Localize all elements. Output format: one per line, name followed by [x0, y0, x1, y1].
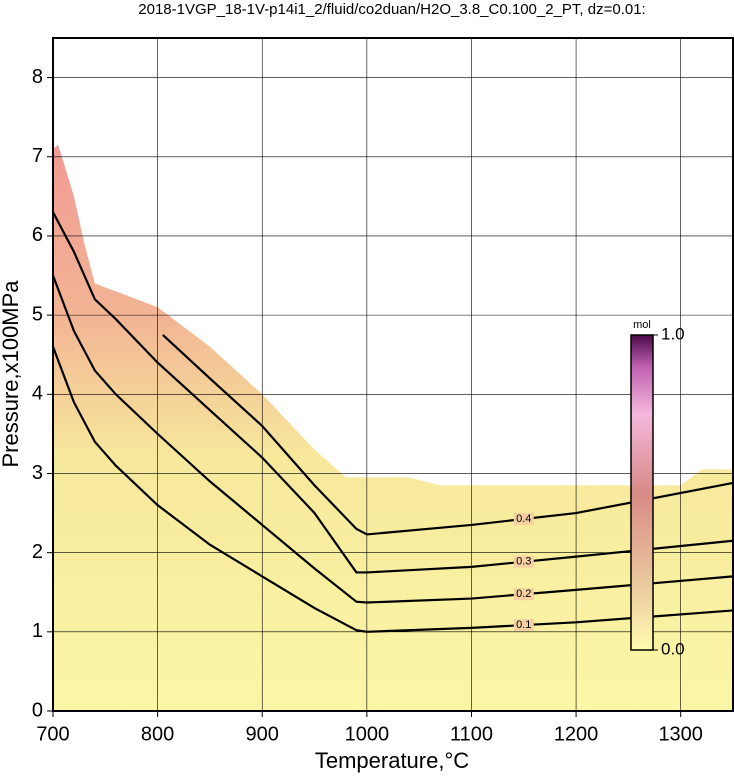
contour-label-bg — [513, 619, 534, 632]
y-tick-label: 2 — [32, 541, 43, 563]
contour-line — [162, 334, 734, 536]
y-tick-label: 0 — [32, 699, 43, 721]
contour-label: 0.4 — [516, 513, 531, 525]
contour-label-bg — [513, 555, 534, 568]
y-tick-label: 5 — [32, 303, 43, 325]
colorbar-tick-label: 1.0 — [661, 324, 685, 343]
x-tick-label: 1300 — [658, 723, 703, 745]
contour-label: 0.3 — [516, 556, 531, 568]
contour-line — [51, 275, 734, 604]
colorbar — [630, 334, 654, 651]
y-tick-label: 8 — [32, 66, 43, 88]
contour-label: 0.1 — [516, 619, 531, 631]
colorbar-tick-label: 0.0 — [661, 639, 685, 658]
filled-region — [53, 144, 733, 711]
y-tick-label: 7 — [32, 145, 43, 167]
x-tick-label: 1200 — [554, 723, 599, 745]
y-tick-label: 3 — [32, 462, 43, 484]
y-tick-label: 6 — [32, 224, 43, 246]
y-tick-label: 4 — [32, 383, 43, 405]
x-tick-label: 800 — [141, 723, 174, 745]
x-tick-label: 700 — [36, 723, 69, 745]
x-tick-label: 1100 — [450, 723, 493, 745]
contour-line — [51, 346, 734, 633]
y-axis-label: Pressure,x100MPa — [0, 280, 23, 468]
contour-label: 0.2 — [516, 588, 531, 600]
x-tick-label: 900 — [246, 723, 279, 745]
colorbar-label: mol — [633, 319, 651, 331]
x-tick-label: 1000 — [345, 723, 390, 745]
plot-frame — [52, 37, 734, 712]
chart-title: 2018-1VGP_18-1V-p14i1_2/fluid/co2duan/H2… — [138, 1, 645, 18]
y-tick-label: 1 — [32, 620, 43, 642]
contour-label-bg — [513, 512, 534, 525]
contour-label-bg — [513, 588, 534, 601]
contour-line — [52, 211, 734, 574]
x-axis-label: Temperature,°C — [315, 748, 469, 773]
